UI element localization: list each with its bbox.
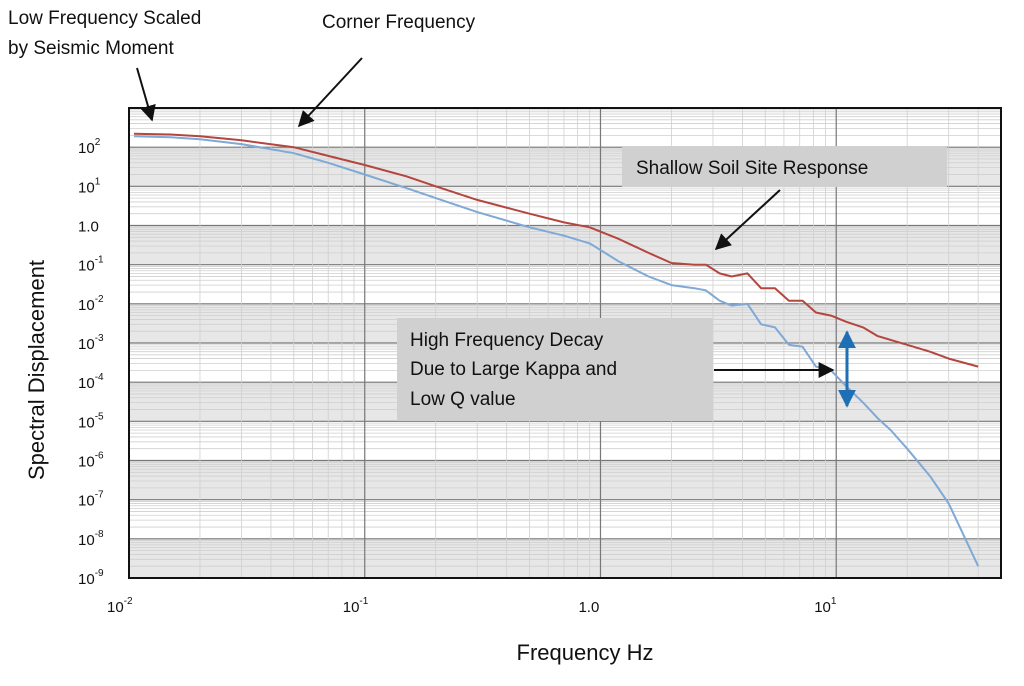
y-tick-label: 10-7: [78, 490, 104, 510]
x-tick-label: 10-1: [343, 596, 369, 616]
x-tick-label: 101: [814, 596, 837, 616]
y-tick-label: 101: [78, 176, 101, 196]
x-tick-label: 10-2: [107, 596, 133, 616]
y-axis-title: Spectral Displacement: [24, 260, 49, 480]
y-tick-label: 10-5: [78, 411, 104, 431]
y-tick-label: 10-9: [78, 568, 104, 588]
annotation-high-frequency-line2: Due to Large Kappa and: [410, 359, 617, 380]
annotation-shallow-soil-label: Shallow Soil Site Response: [636, 158, 868, 179]
x-axis-title: Frequency Hz: [517, 640, 654, 665]
annotation-corner-frequency: Corner Frequency: [297, 12, 476, 128]
y-tick-label: 10-1: [78, 255, 104, 275]
plot-frame: [128, 107, 1002, 579]
annotation-corner-frequency-label: Corner Frequency: [322, 12, 476, 33]
annotation-shallow-soil: Shallow Soil Site Response: [622, 146, 947, 251]
annotation-shallow-soil-arrow: [714, 189, 781, 251]
annotation-high-frequency-line3: Low Q value: [410, 389, 516, 410]
annotation-high-frequency-box: [397, 318, 713, 421]
annotation-low-frequency-arrow: [136, 67, 156, 122]
series-line-1: [133, 132, 979, 368]
annotation-high-frequency: High Frequency Decay Due to Large Kappa …: [397, 318, 856, 421]
y-tick-label: 102: [78, 137, 101, 157]
y-tick-label: 10-3: [78, 333, 104, 353]
annotation-low-frequency-line1: Low Frequency Scaled: [8, 8, 201, 29]
y-tick-label: 10-6: [78, 451, 104, 471]
y-tick-label: 10-4: [78, 372, 104, 392]
annotation-high-frequency-line1: High Frequency Decay: [410, 330, 604, 351]
y-tick-label: 10-2: [78, 294, 104, 314]
y-tick-labels: 102 101 1.0 10-1 10-2 10-3 10-4 10-5 10-6 10-7 10-…: [78, 137, 104, 588]
series-line-2: [133, 135, 980, 567]
annotation-shallow-soil-box: [622, 146, 947, 187]
decade-band: [129, 538, 1001, 578]
annotation-low-frequency-line2: by Seismic Moment: [8, 38, 174, 59]
annotation-low-frequency: Low Frequency Scaled by Seismic Moment: [8, 8, 201, 122]
decade-band: [129, 460, 1001, 500]
annotation-corner-frequency-arrow: [297, 57, 363, 128]
series-layer: [133, 132, 980, 567]
decade-band: [129, 225, 1001, 265]
x-tick-label: 1.0: [578, 599, 599, 616]
x-tick-labels: 10-2 10-1 1.0 101: [107, 596, 837, 616]
y-tick-label: 10-8: [78, 529, 104, 549]
y-tick-label: 1.0: [78, 219, 99, 236]
